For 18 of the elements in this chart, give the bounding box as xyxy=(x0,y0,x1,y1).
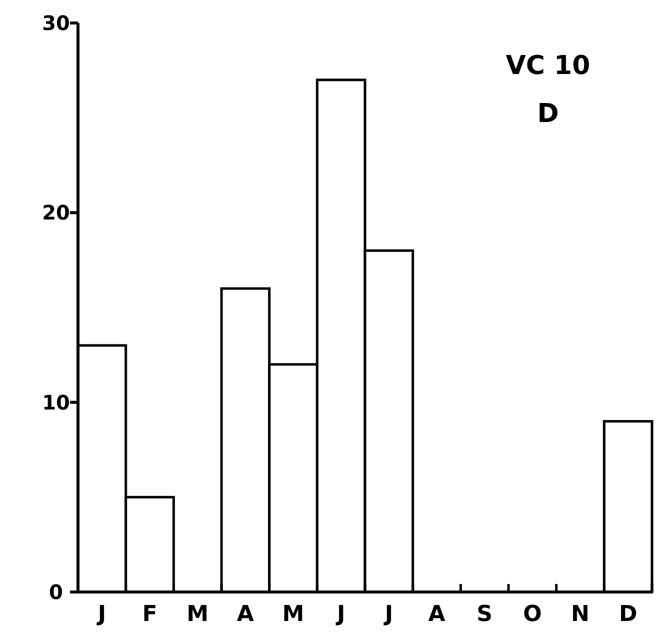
annotation: D xyxy=(537,99,559,129)
x-tick-label: F xyxy=(142,602,158,627)
x-tick-label: J xyxy=(382,602,394,627)
y-tick-label: 20 xyxy=(42,200,70,225)
y-tick-label: 30 xyxy=(42,11,70,35)
x-tick-label: A xyxy=(236,602,254,627)
x-tick-label: S xyxy=(476,602,493,627)
x-tick-label: J xyxy=(334,602,346,627)
x-tick-label: J xyxy=(96,602,106,627)
x-tick-label: M xyxy=(186,602,209,627)
x-tick-label: M xyxy=(282,602,304,627)
x-tick-label: N xyxy=(571,602,590,627)
y-tick-label: 10 xyxy=(42,390,70,414)
x-tick-label: O xyxy=(523,602,542,627)
y-tick-label: 0 xyxy=(49,580,63,604)
x-tick-label: A xyxy=(428,602,446,627)
annotation: VC 10 xyxy=(506,51,590,81)
x-tick-label: D xyxy=(618,602,638,627)
